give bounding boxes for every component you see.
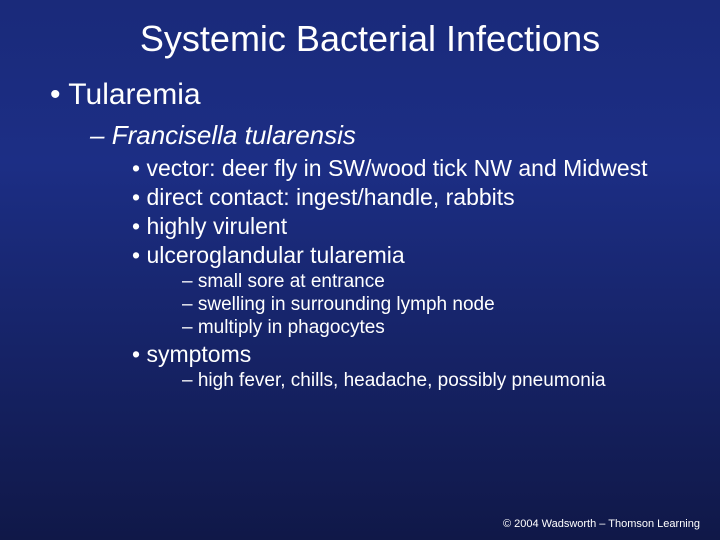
list-item: swelling in surrounding lymph node bbox=[182, 294, 720, 316]
copyright-footer: © 2004 Wadsworth – Thomson Learning bbox=[503, 518, 700, 530]
list-item: highly virulent bbox=[132, 213, 720, 240]
list-item: Francisella tularensis vector: deer fly … bbox=[90, 120, 720, 392]
item-text: small sore at entrance bbox=[198, 271, 385, 292]
item-text: multiply in phagocytes bbox=[198, 317, 385, 338]
item-text: direct contact: ingest/handle, rabbits bbox=[146, 184, 514, 210]
list-item: high fever, chills, headache, possibly p… bbox=[182, 370, 720, 392]
list-item: Tularemia Francisella tularensis vector:… bbox=[50, 78, 720, 392]
item-text: high fever, chills, headache, possibly p… bbox=[198, 370, 606, 391]
bullet-list-level4: small sore at entrance swelling in surro… bbox=[182, 271, 720, 339]
item-text: Francisella tularensis bbox=[112, 120, 356, 150]
item-text: Tularemia bbox=[68, 78, 200, 111]
slide-title: Systemic Bacterial Infections bbox=[60, 0, 680, 68]
bullet-list-level3: vector: deer fly in SW/wood tick NW and … bbox=[132, 155, 720, 392]
item-text: swelling in surrounding lymph node bbox=[198, 294, 495, 315]
list-item: direct contact: ingest/handle, rabbits bbox=[132, 184, 720, 211]
item-text: highly virulent bbox=[146, 213, 287, 239]
list-item: vector: deer fly in SW/wood tick NW and … bbox=[132, 155, 720, 182]
item-text: ulceroglandular tularemia bbox=[146, 242, 404, 268]
slide: Systemic Bacterial Infections Tularemia … bbox=[0, 0, 720, 540]
bullet-list-level4: high fever, chills, headache, possibly p… bbox=[182, 370, 720, 392]
item-text: symptoms bbox=[146, 341, 251, 367]
list-item: ulceroglandular tularemia small sore at … bbox=[132, 242, 720, 339]
bullet-list-level1: Tularemia Francisella tularensis vector:… bbox=[50, 78, 720, 392]
item-text: vector: deer fly in SW/wood tick NW and … bbox=[146, 155, 647, 181]
list-item: small sore at entrance bbox=[182, 271, 720, 293]
list-item: multiply in phagocytes bbox=[182, 317, 720, 339]
bullet-list-level2: Francisella tularensis vector: deer fly … bbox=[90, 120, 720, 392]
list-item: symptoms high fever, chills, headache, p… bbox=[132, 341, 720, 392]
